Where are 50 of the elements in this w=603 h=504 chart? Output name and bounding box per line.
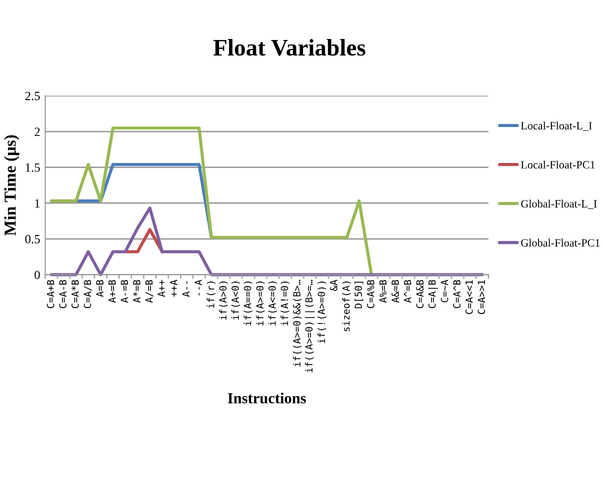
x-tick-label: if(A>=0) [256, 282, 265, 326]
legend-label: Global-Float-PC1 [521, 238, 600, 247]
x-tick-label: &A [330, 280, 338, 291]
x-tick-label: --A [194, 280, 202, 296]
x-tick-label: C=A<<1 [465, 280, 473, 314]
legend-label: Local-Float-L_I [520, 122, 592, 131]
line-series [50, 206, 484, 276]
y-tick-label: 1 [35, 199, 40, 208]
x-tick-label: A-- [182, 281, 190, 297]
x-tick-label: if(A==0) [244, 282, 252, 326]
x-tick-label: if(!(A>=0)) [318, 282, 326, 344]
legend-label: Local-Float-PC1 [520, 160, 595, 169]
y-axis-title: Min Time (μs) [4, 135, 20, 236]
x-tick-label: C=A^B [453, 280, 460, 308]
x-tick-label: if(r) [206, 282, 216, 308]
x-tick-label: if(A<0) [231, 282, 240, 320]
x-tick-label: C=A%B [366, 280, 374, 308]
x-tick-label: C=A|B [428, 280, 438, 308]
y-tick-label: 2 [34, 128, 40, 136]
x-tick-label: A^=B [404, 280, 412, 303]
x-tick-label: A%=B [379, 280, 386, 303]
chart-title: Float Variables [213, 39, 366, 56]
y-tick-label: 0.5 [25, 234, 40, 244]
x-axis-title: Instructions [228, 392, 306, 404]
y-tick-label: 2.5 [25, 92, 40, 100]
x-tick-label: if((A>=0)||(B>=… [305, 280, 315, 372]
x-tick-label: A-=B [120, 280, 128, 303]
y-tick-label: 0 [34, 270, 40, 280]
x-tick-label: A+=B [108, 280, 116, 303]
x-tick-label: if(A!=0) [280, 282, 290, 326]
x-tick-label: A++ [158, 280, 165, 297]
x-tick-label: if(A<=0) [268, 282, 277, 326]
x-tick-label: A/=B [145, 280, 154, 303]
x-tick-label: A=B [96, 280, 104, 297]
x-tick-label: sizeof(A) [342, 282, 351, 332]
x-tick-label: C=A-B [59, 280, 67, 308]
x-tick-label: A*=B [133, 280, 140, 303]
x-tick-label: D[50] [354, 282, 364, 308]
y-tick-label: 1.5 [26, 163, 40, 172]
x-tick-label: A&=B [392, 280, 399, 303]
x-tick-label: C=A*B [71, 280, 79, 308]
legend-label: Global-Float-L_I [521, 200, 597, 209]
x-tick-label: C=A/B [84, 280, 92, 308]
x-tick-label: C=A&B [416, 280, 424, 308]
x-tick-label: C=A+B [46, 280, 54, 308]
x-tick-label: C=~A [440, 280, 448, 302]
x-tick-label: if(A>0) [219, 282, 228, 320]
x-tick-label: C=A>>1 [478, 280, 486, 314]
x-tick-label: ++A [170, 280, 178, 297]
x-tick-label: if((A>=0)&&(B>… [292, 280, 302, 366]
